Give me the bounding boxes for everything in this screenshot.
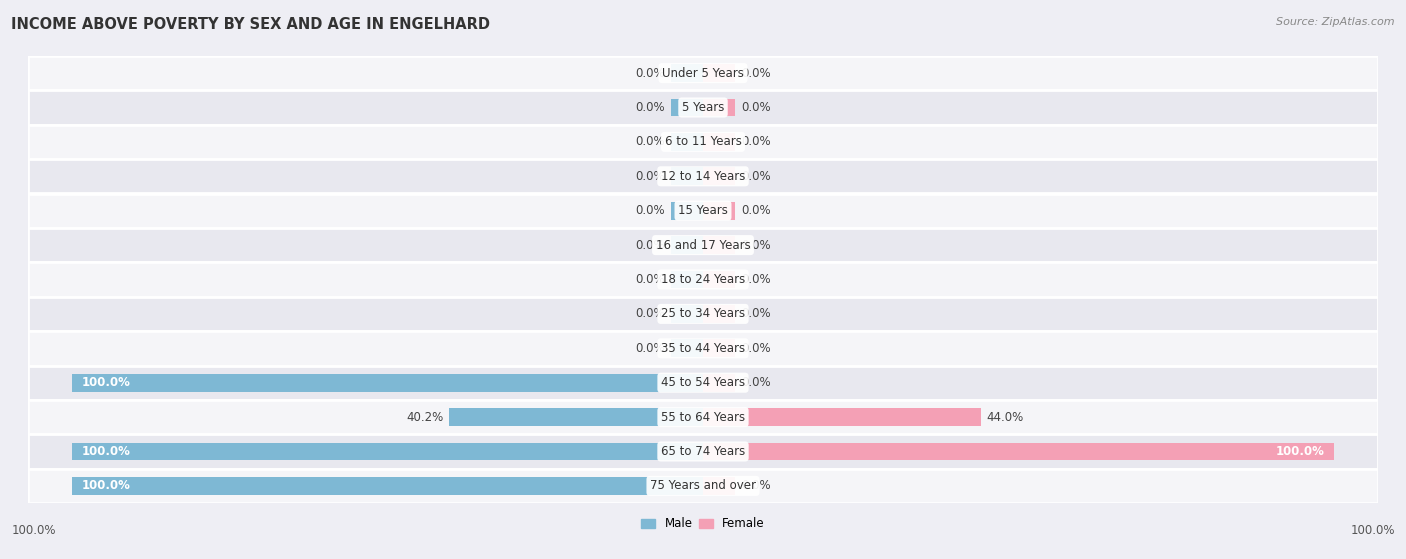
Bar xyxy=(28,400,1378,434)
Text: 18 to 24 Years: 18 to 24 Years xyxy=(661,273,745,286)
Text: 6 to 11 Years: 6 to 11 Years xyxy=(665,135,741,148)
Text: 0.0%: 0.0% xyxy=(636,273,665,286)
Bar xyxy=(28,125,1378,159)
Text: 0.0%: 0.0% xyxy=(636,67,665,79)
Bar xyxy=(28,193,1378,228)
Bar xyxy=(28,228,1378,262)
Text: 0.0%: 0.0% xyxy=(636,239,665,252)
Bar xyxy=(703,477,734,495)
Text: 0.0%: 0.0% xyxy=(741,273,770,286)
Text: 100.0%: 100.0% xyxy=(1350,524,1395,537)
Text: 16 and 17 Years: 16 and 17 Years xyxy=(655,239,751,252)
Bar xyxy=(672,167,703,185)
Text: INCOME ABOVE POVERTY BY SEX AND AGE IN ENGELHARD: INCOME ABOVE POVERTY BY SEX AND AGE IN E… xyxy=(11,17,491,32)
Bar xyxy=(703,408,980,426)
Bar xyxy=(450,408,703,426)
Text: 0.0%: 0.0% xyxy=(636,170,665,183)
Text: 100.0%: 100.0% xyxy=(11,524,56,537)
Text: 100.0%: 100.0% xyxy=(82,480,131,492)
Bar xyxy=(28,434,1378,468)
Text: 25 to 34 Years: 25 to 34 Years xyxy=(661,307,745,320)
Bar xyxy=(72,374,703,392)
Bar xyxy=(72,443,703,461)
Bar xyxy=(28,297,1378,331)
Bar xyxy=(28,159,1378,193)
Text: 0.0%: 0.0% xyxy=(636,204,665,217)
Text: 0.0%: 0.0% xyxy=(636,101,665,114)
Bar xyxy=(28,91,1378,125)
Text: 0.0%: 0.0% xyxy=(741,307,770,320)
Text: 0.0%: 0.0% xyxy=(741,376,770,389)
Text: 12 to 14 Years: 12 to 14 Years xyxy=(661,170,745,183)
Text: Source: ZipAtlas.com: Source: ZipAtlas.com xyxy=(1277,17,1395,27)
Text: Under 5 Years: Under 5 Years xyxy=(662,67,744,79)
Bar xyxy=(672,236,703,254)
Text: 100.0%: 100.0% xyxy=(82,376,131,389)
Text: 0.0%: 0.0% xyxy=(741,135,770,148)
Text: 0.0%: 0.0% xyxy=(741,67,770,79)
Text: 100.0%: 100.0% xyxy=(82,445,131,458)
Text: 100.0%: 100.0% xyxy=(1275,445,1324,458)
Text: 35 to 44 Years: 35 to 44 Years xyxy=(661,342,745,355)
Bar xyxy=(703,64,734,82)
Text: 0.0%: 0.0% xyxy=(741,204,770,217)
Text: 15 Years: 15 Years xyxy=(678,204,728,217)
Text: 0.0%: 0.0% xyxy=(636,135,665,148)
Bar xyxy=(28,366,1378,400)
Text: 0.0%: 0.0% xyxy=(741,239,770,252)
Text: 0.0%: 0.0% xyxy=(741,480,770,492)
Bar xyxy=(28,262,1378,297)
Bar xyxy=(28,331,1378,366)
Bar xyxy=(703,339,734,357)
Text: 0.0%: 0.0% xyxy=(741,101,770,114)
Bar xyxy=(672,133,703,151)
Text: 0.0%: 0.0% xyxy=(741,170,770,183)
Text: 0.0%: 0.0% xyxy=(636,342,665,355)
Text: 75 Years and over: 75 Years and over xyxy=(650,480,756,492)
Bar xyxy=(703,236,734,254)
Legend: Male, Female: Male, Female xyxy=(637,513,769,535)
Text: 5 Years: 5 Years xyxy=(682,101,724,114)
Bar xyxy=(28,56,1378,91)
Bar xyxy=(672,339,703,357)
Bar xyxy=(672,305,703,323)
Text: 44.0%: 44.0% xyxy=(987,411,1024,424)
Bar xyxy=(703,271,734,288)
Bar xyxy=(703,202,734,220)
Bar xyxy=(703,167,734,185)
Bar xyxy=(72,477,703,495)
Bar xyxy=(672,271,703,288)
Bar xyxy=(703,443,1334,461)
Bar xyxy=(672,98,703,116)
Bar xyxy=(703,98,734,116)
Text: 55 to 64 Years: 55 to 64 Years xyxy=(661,411,745,424)
Text: 0.0%: 0.0% xyxy=(636,307,665,320)
Bar xyxy=(703,374,734,392)
Text: 40.2%: 40.2% xyxy=(406,411,443,424)
Bar xyxy=(28,468,1378,503)
Text: 65 to 74 Years: 65 to 74 Years xyxy=(661,445,745,458)
Text: 45 to 54 Years: 45 to 54 Years xyxy=(661,376,745,389)
Bar xyxy=(703,133,734,151)
Bar xyxy=(703,305,734,323)
Bar xyxy=(672,202,703,220)
Text: 0.0%: 0.0% xyxy=(741,342,770,355)
Bar xyxy=(672,64,703,82)
